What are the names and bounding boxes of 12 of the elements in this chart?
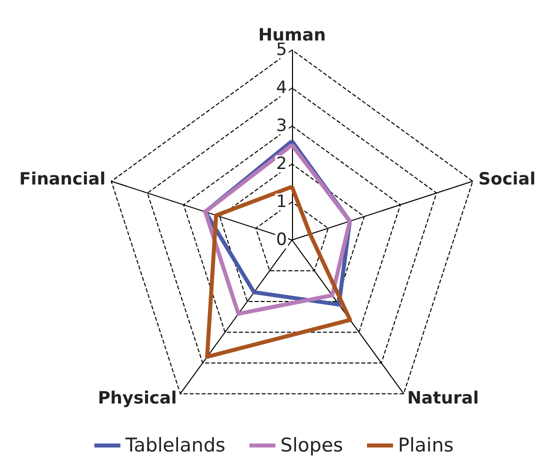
legend-label: Plains xyxy=(398,434,454,456)
y-tick-label: 1 xyxy=(276,192,287,212)
spoke-label: Social xyxy=(478,169,536,190)
legend-label: Tablelands xyxy=(124,434,226,456)
y-tick-label: 0 xyxy=(276,230,287,250)
y-tick-label: 4 xyxy=(276,78,287,98)
legend-label: Slopes xyxy=(280,434,344,456)
y-tick-label: 3 xyxy=(276,116,287,136)
y-tick-label: 2 xyxy=(276,154,287,174)
spoke-label: Physical xyxy=(98,388,177,409)
spoke-label: Financial xyxy=(19,169,106,190)
spoke-label: Natural xyxy=(407,388,479,409)
